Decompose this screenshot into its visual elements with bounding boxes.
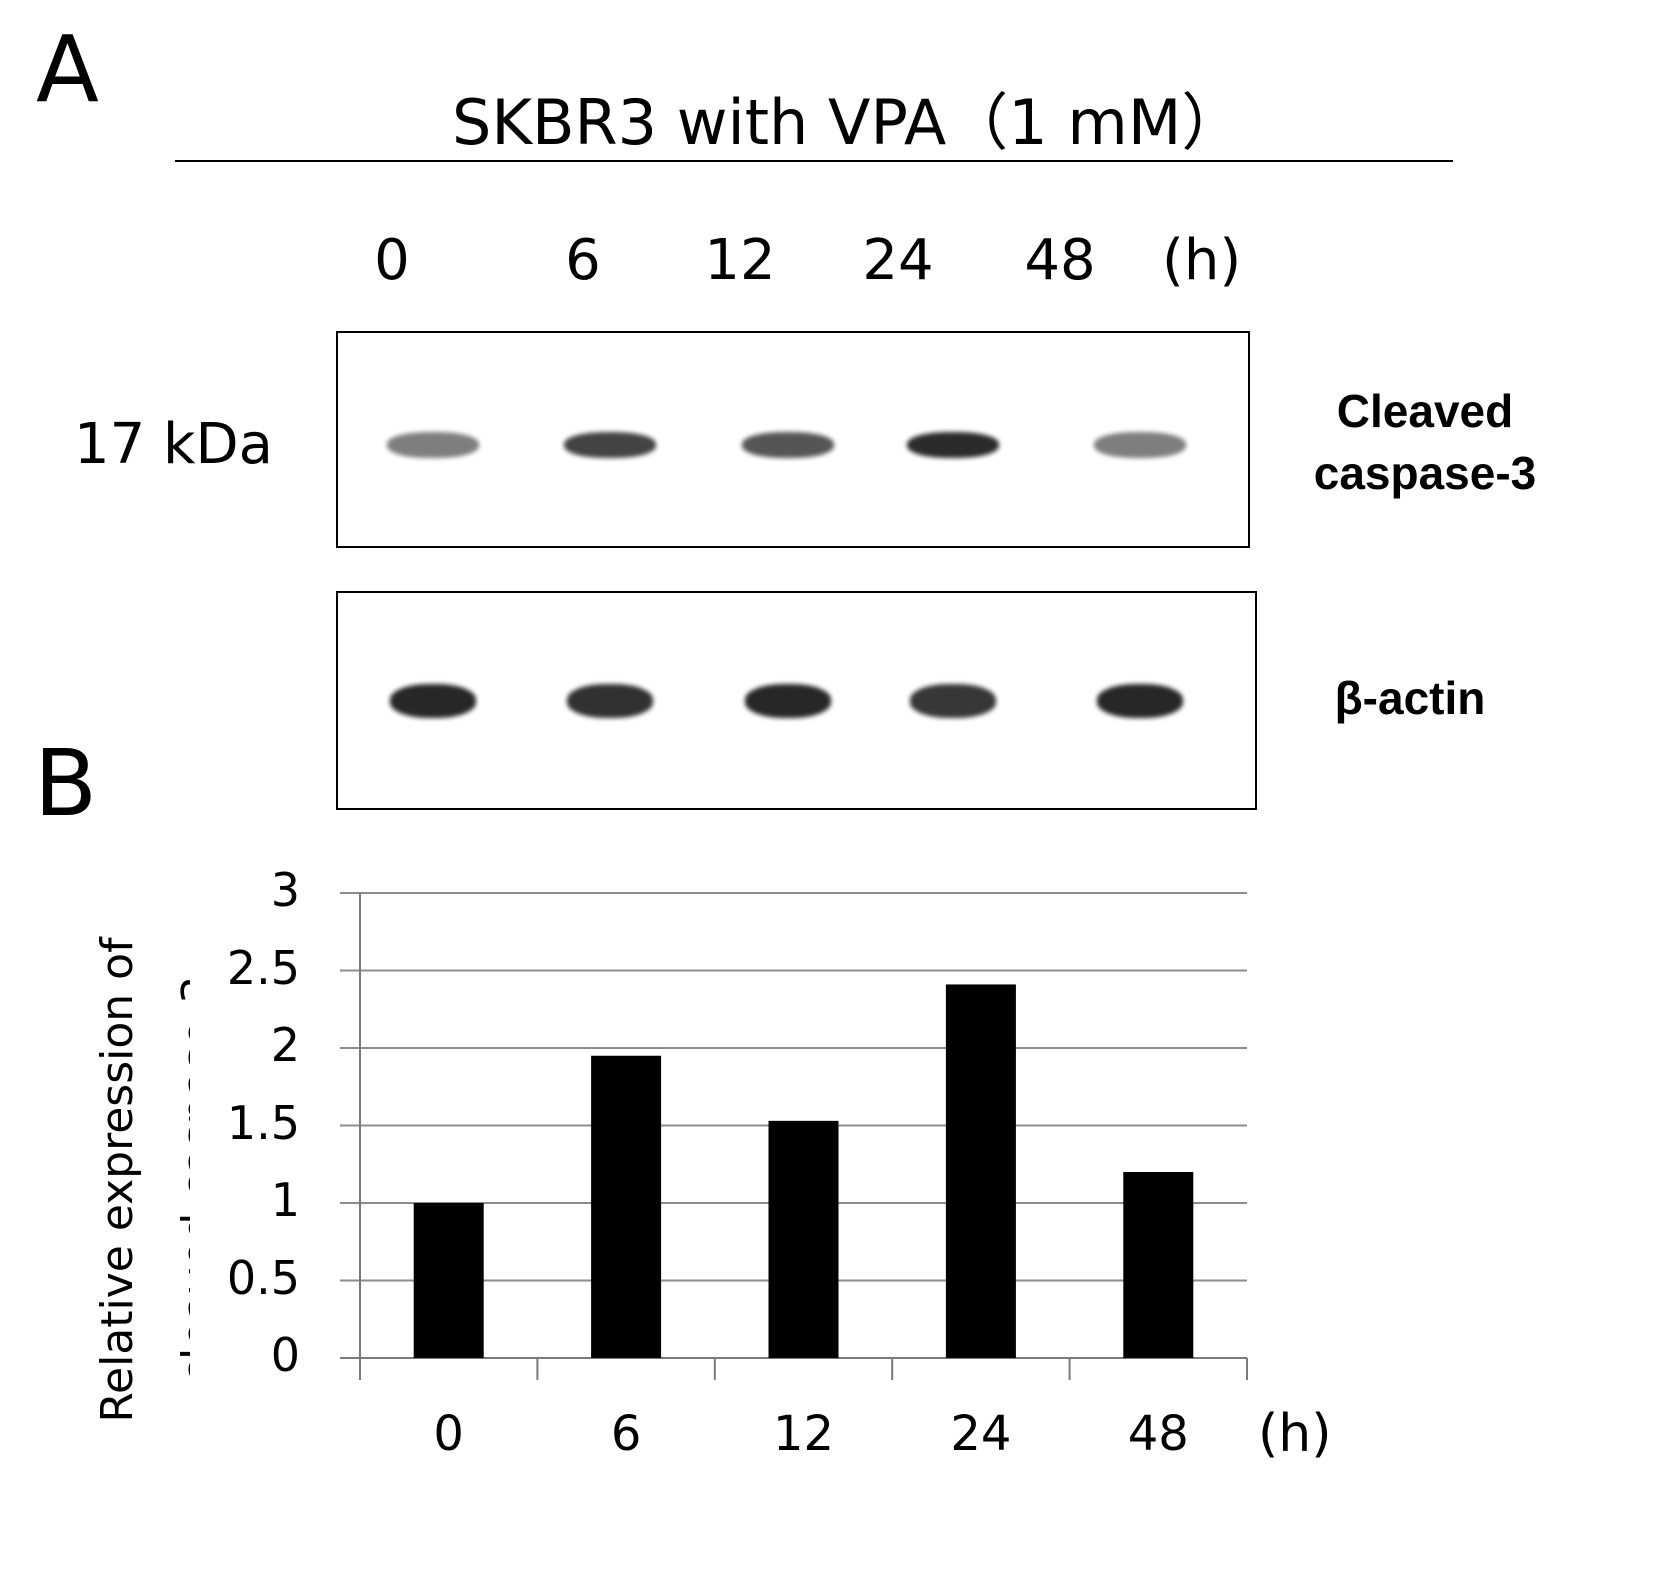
blot-band xyxy=(742,432,834,458)
bar xyxy=(945,984,1016,1358)
y-tick-label: 1.5 xyxy=(226,1095,300,1150)
protein-label-line-2: caspase-3 xyxy=(1313,447,1537,500)
blot-band xyxy=(1094,432,1186,458)
bar xyxy=(768,1120,839,1358)
lane-label: 24 xyxy=(862,228,934,293)
x-tick-label: 6 xyxy=(610,1406,642,1462)
blot-band xyxy=(567,684,653,718)
y-axis-label: Relative expression of cleaved caspase-3 xyxy=(92,936,190,1423)
x-axis-unit-label: (h) xyxy=(1258,1404,1332,1464)
bar xyxy=(591,1055,662,1358)
bar xyxy=(1123,1172,1194,1358)
x-tick-label: 12 xyxy=(772,1406,835,1462)
panel-b-letter: B xyxy=(34,730,98,837)
blot-beta-actin xyxy=(336,591,1257,810)
blot-band xyxy=(910,684,996,718)
y-tick-label: 3 xyxy=(270,863,300,917)
y-tick-label: 0.5 xyxy=(226,1250,300,1305)
lane-label: 12 xyxy=(704,228,776,293)
y-tick-label: 2 xyxy=(270,1018,300,1072)
lane-label: 0 xyxy=(374,228,410,293)
blot-band xyxy=(564,432,656,458)
y-axis-label-line-2: cleaved caspase-3 xyxy=(173,976,190,1384)
lane-label: 48 xyxy=(1024,228,1096,293)
blot-band xyxy=(390,684,476,718)
y-tick-label: 1 xyxy=(270,1173,300,1227)
bar xyxy=(413,1203,484,1358)
blot-band xyxy=(387,432,479,458)
blot-title: SKBR3 with VPA（1 mM） xyxy=(452,86,1244,159)
title-underline xyxy=(175,160,1453,162)
protein-label-beta-actin: β-actin xyxy=(1300,667,1520,729)
lane-unit-label: (h) xyxy=(1162,228,1242,293)
x-tick-label: 48 xyxy=(1127,1406,1189,1462)
blot-cleaved-caspase-3 xyxy=(336,331,1250,548)
protein-label-line-1: β-actin xyxy=(1334,672,1486,724)
y-tick-label: 2.5 xyxy=(226,940,300,995)
protein-label-line-1: Cleaved xyxy=(1336,385,1514,437)
y-tick-label: 0 xyxy=(270,1328,300,1382)
blot-band xyxy=(745,684,831,718)
protein-label-cleaved-caspase-3: Cleaved caspase-3 xyxy=(1305,380,1545,504)
y-axis-label-line-1: Relative expression of xyxy=(92,936,143,1423)
blot-band xyxy=(1097,684,1183,718)
molecular-weight-label: 17 kDa xyxy=(74,412,273,477)
lane-label: 6 xyxy=(565,228,601,293)
panel-a-letter: A xyxy=(36,16,99,123)
x-tick-label: 24 xyxy=(950,1406,1012,1462)
x-tick-label: 0 xyxy=(433,1406,464,1462)
blot-band xyxy=(907,432,999,458)
